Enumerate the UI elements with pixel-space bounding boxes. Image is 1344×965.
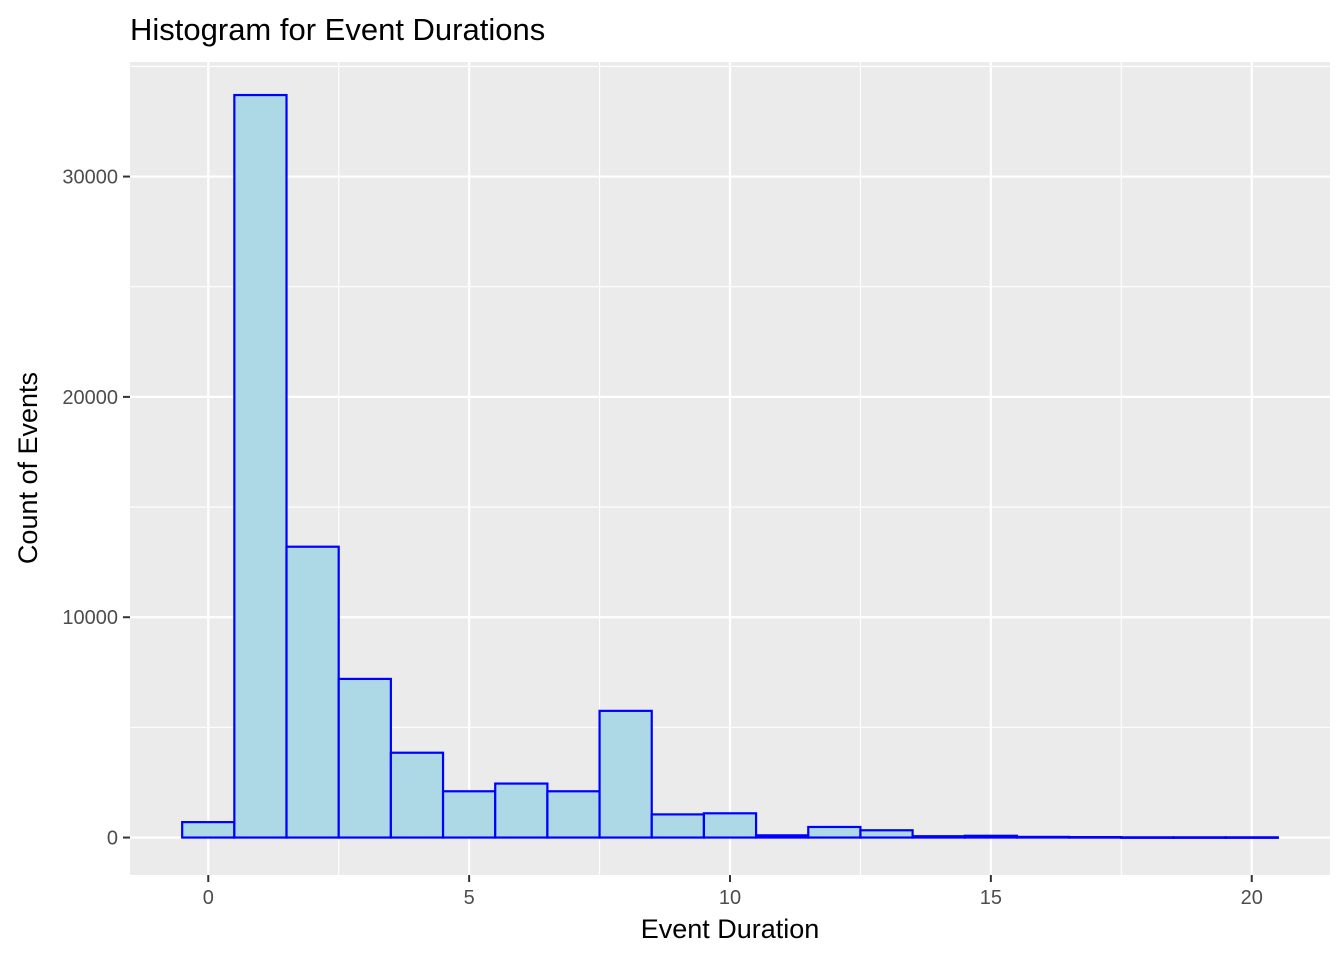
y-tick-label: 10000 [62, 607, 118, 629]
histogram-bar [181, 821, 236, 839]
histogram-bar [650, 813, 706, 839]
histogram-bar [598, 709, 653, 839]
x-tick-label: 20 [1241, 887, 1263, 909]
histogram-bar [1224, 836, 1279, 839]
histogram-bars [181, 93, 1279, 839]
y-tick-label: 0 [107, 828, 118, 850]
x-tick-label: 10 [719, 887, 741, 909]
histogram-bar [911, 835, 966, 839]
x-axis: 0 5 10 15 20 [203, 875, 1263, 909]
histogram-bar [1068, 836, 1123, 839]
histogram-bar [233, 93, 288, 839]
histogram-bar [285, 545, 340, 839]
x-tick-label: 15 [980, 887, 1002, 909]
y-tick-label: 30000 [62, 167, 118, 189]
x-tick-label: 0 [203, 887, 214, 909]
x-tick-label: 5 [464, 887, 475, 909]
histogram-bar [859, 829, 914, 839]
x-axis-label: Event Duration [641, 914, 820, 944]
histogram-bar [494, 782, 549, 839]
histogram-bar [337, 677, 392, 839]
y-tick-label: 20000 [62, 387, 118, 409]
histogram-bar [1172, 836, 1227, 839]
y-axis: 0 10000 20000 30000 [62, 167, 130, 850]
histogram-bar [1120, 836, 1175, 839]
histogram-bar [546, 790, 601, 839]
histogram-bar [702, 812, 758, 839]
y-axis-label: Count of Events [13, 372, 43, 564]
histogram-bar [389, 751, 445, 839]
histogram-bar [807, 825, 862, 839]
histogram-bar [963, 834, 1019, 839]
chart-title: Histogram for Event Durations [130, 12, 545, 47]
histogram-bar [1015, 835, 1071, 839]
histogram-bar [441, 790, 497, 839]
histogram-bar [754, 834, 810, 839]
